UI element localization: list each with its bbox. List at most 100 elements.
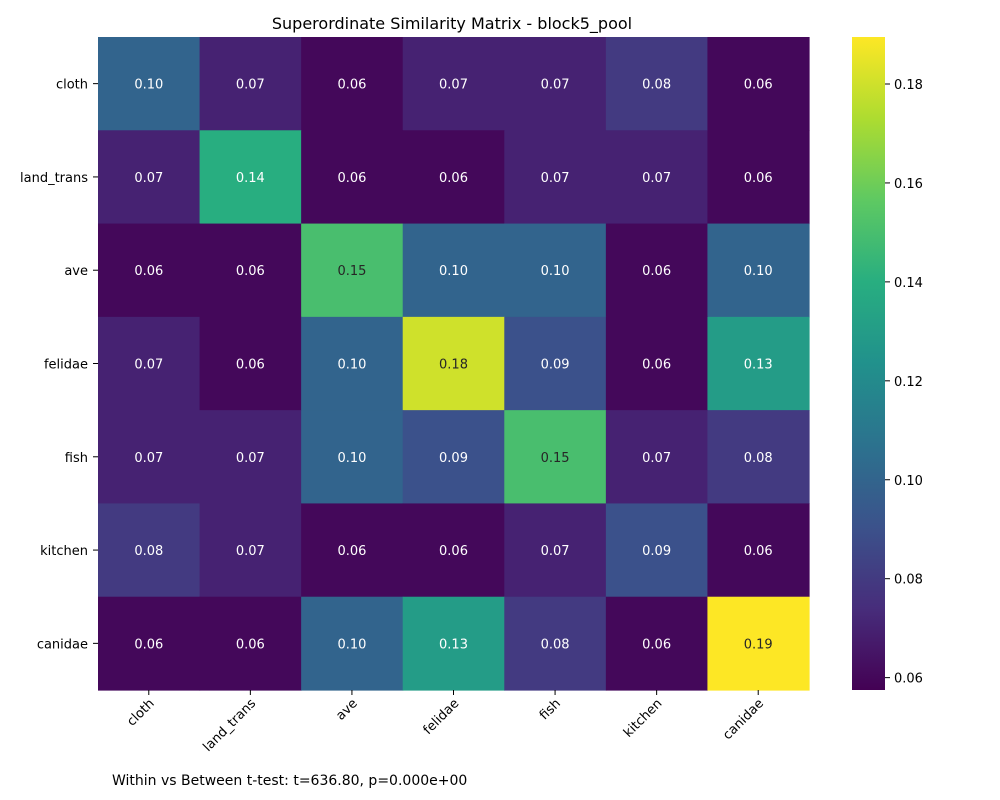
cell-value-label: 0.06 — [236, 358, 265, 373]
heatmap-cell — [605, 130, 709, 225]
heatmap-cell — [504, 130, 607, 225]
y-tick-label: felidae — [44, 358, 88, 373]
colorbar-gradient — [852, 37, 885, 690]
heatmap-cell — [98, 596, 201, 691]
heatmap-cell — [605, 410, 709, 505]
colorbar-tick-label: 0.16 — [894, 177, 923, 192]
cell-value-label: 0.08 — [134, 544, 163, 559]
cell-value-label: 0.09 — [439, 451, 468, 466]
cell-value-label: 0.07 — [541, 78, 570, 93]
heatmap-cell — [504, 596, 607, 691]
cell-value-label: 0.07 — [236, 78, 265, 93]
cell-value-label: 0.06 — [642, 637, 671, 652]
cell-value-label: 0.06 — [439, 171, 468, 186]
heatmap-cell — [301, 410, 404, 505]
heatmap-cell — [301, 130, 404, 225]
cell-value-label: 0.19 — [744, 637, 773, 652]
cell-value-label: 0.06 — [134, 637, 163, 652]
cell-value-label: 0.06 — [642, 264, 671, 279]
heatmap-cell — [301, 316, 404, 411]
x-tick-label: kitchen — [621, 696, 665, 740]
heatmap-cell — [707, 596, 810, 691]
x-tick-label: fish — [537, 696, 564, 723]
colorbar-tick-label: 0.10 — [894, 474, 923, 489]
cell-value-label: 0.07 — [541, 171, 570, 186]
heatmap-cell — [504, 37, 607, 131]
heatmap-cell — [504, 316, 607, 411]
heatmap-cell — [605, 223, 709, 318]
heatmap-cell — [504, 410, 607, 505]
y-tick-label: canidae — [37, 637, 88, 652]
heatmap-cell — [301, 223, 404, 318]
cell-value-label: 0.08 — [744, 451, 773, 466]
heatmap-cell — [402, 596, 505, 691]
heatmap-cell — [402, 37, 505, 131]
cell-value-label: 0.10 — [337, 637, 366, 652]
cell-value-label: 0.07 — [236, 544, 265, 559]
heatmap-cell — [98, 130, 201, 225]
heatmap-cell — [199, 37, 302, 131]
cell-value-label: 0.06 — [439, 544, 468, 559]
heatmap-cell — [199, 223, 302, 318]
cell-value-label: 0.10 — [337, 358, 366, 373]
heatmap-cell — [199, 410, 302, 505]
cell-value-label: 0.07 — [439, 78, 468, 93]
heatmap-cell — [605, 316, 709, 411]
cell-value-label: 0.07 — [642, 451, 671, 466]
heatmap-cell — [707, 503, 810, 598]
cell-value-label: 0.07 — [642, 171, 671, 186]
cell-value-label: 0.06 — [337, 78, 366, 93]
heatmap-cell — [605, 503, 709, 598]
chart-title: Superordinate Similarity Matrix - block5… — [272, 14, 632, 34]
heatmap-cell — [504, 223, 607, 318]
heatmap-cell — [402, 410, 505, 505]
column-labels: cloth land_trans ave felidae fish kitchen cani… — [124, 690, 767, 755]
x-tick-label: ave — [333, 696, 360, 723]
heatmap-cell — [199, 503, 302, 598]
cell-value-label: 0.07 — [236, 451, 265, 466]
x-tick-label: canidae — [720, 696, 767, 743]
heatmap-cell — [301, 37, 404, 131]
cell-value-label: 0.06 — [744, 171, 773, 186]
cell-value-label: 0.09 — [642, 544, 671, 559]
cell-value-label: 0.13 — [439, 637, 468, 652]
cell-value-label: 0.06 — [744, 544, 773, 559]
heatmap-cell — [402, 223, 505, 318]
cell-value-label: 0.14 — [236, 171, 265, 186]
heatmap-cell — [504, 503, 607, 598]
cell-value-label: 0.08 — [541, 637, 570, 652]
cell-value-label: 0.08 — [642, 78, 671, 93]
colorbar-tick-label: 0.06 — [894, 672, 923, 687]
cell-value-label: 0.10 — [744, 264, 773, 279]
heatmap-cell — [199, 596, 302, 691]
cell-value-label: 0.13 — [744, 358, 773, 373]
y-tick-label: land_trans — [20, 171, 88, 186]
cell-value-label: 0.18 — [439, 358, 468, 373]
heatmap-cell — [98, 503, 201, 598]
colorbar-tick-label: 0.18 — [894, 78, 923, 93]
cell-value-label: 0.09 — [541, 358, 570, 373]
heatmap-cell — [98, 410, 201, 505]
heatmap-cell — [707, 130, 810, 225]
cell-value-label: 0.06 — [134, 264, 163, 279]
heatmap-cells: 0.10 0.07 0.06 0.07 0.07 0.08 0.06 0.07 0.14 0.06… — [98, 37, 810, 691]
cell-value-label: 0.07 — [134, 171, 163, 186]
x-tick-label: cloth — [124, 696, 157, 729]
colorbar-tick-label: 0.08 — [894, 573, 923, 588]
cell-value-label: 0.06 — [337, 171, 366, 186]
cell-value-label: 0.10 — [134, 78, 163, 93]
x-tick-label: felidae — [421, 696, 463, 738]
heatmap-cell — [402, 130, 505, 225]
colorbar-tick-label: 0.12 — [894, 375, 923, 390]
heatmap-cell — [707, 410, 810, 505]
cell-value-label: 0.07 — [134, 358, 163, 373]
cell-value-label: 0.10 — [541, 264, 570, 279]
cell-value-label: 0.07 — [134, 451, 163, 466]
y-tick-label: cloth — [56, 78, 88, 93]
heatmap-cell — [199, 316, 302, 411]
heatmap-cell — [402, 316, 505, 411]
colorbar-tick-label: 0.14 — [894, 276, 923, 291]
cell-value-label: 0.06 — [337, 544, 366, 559]
